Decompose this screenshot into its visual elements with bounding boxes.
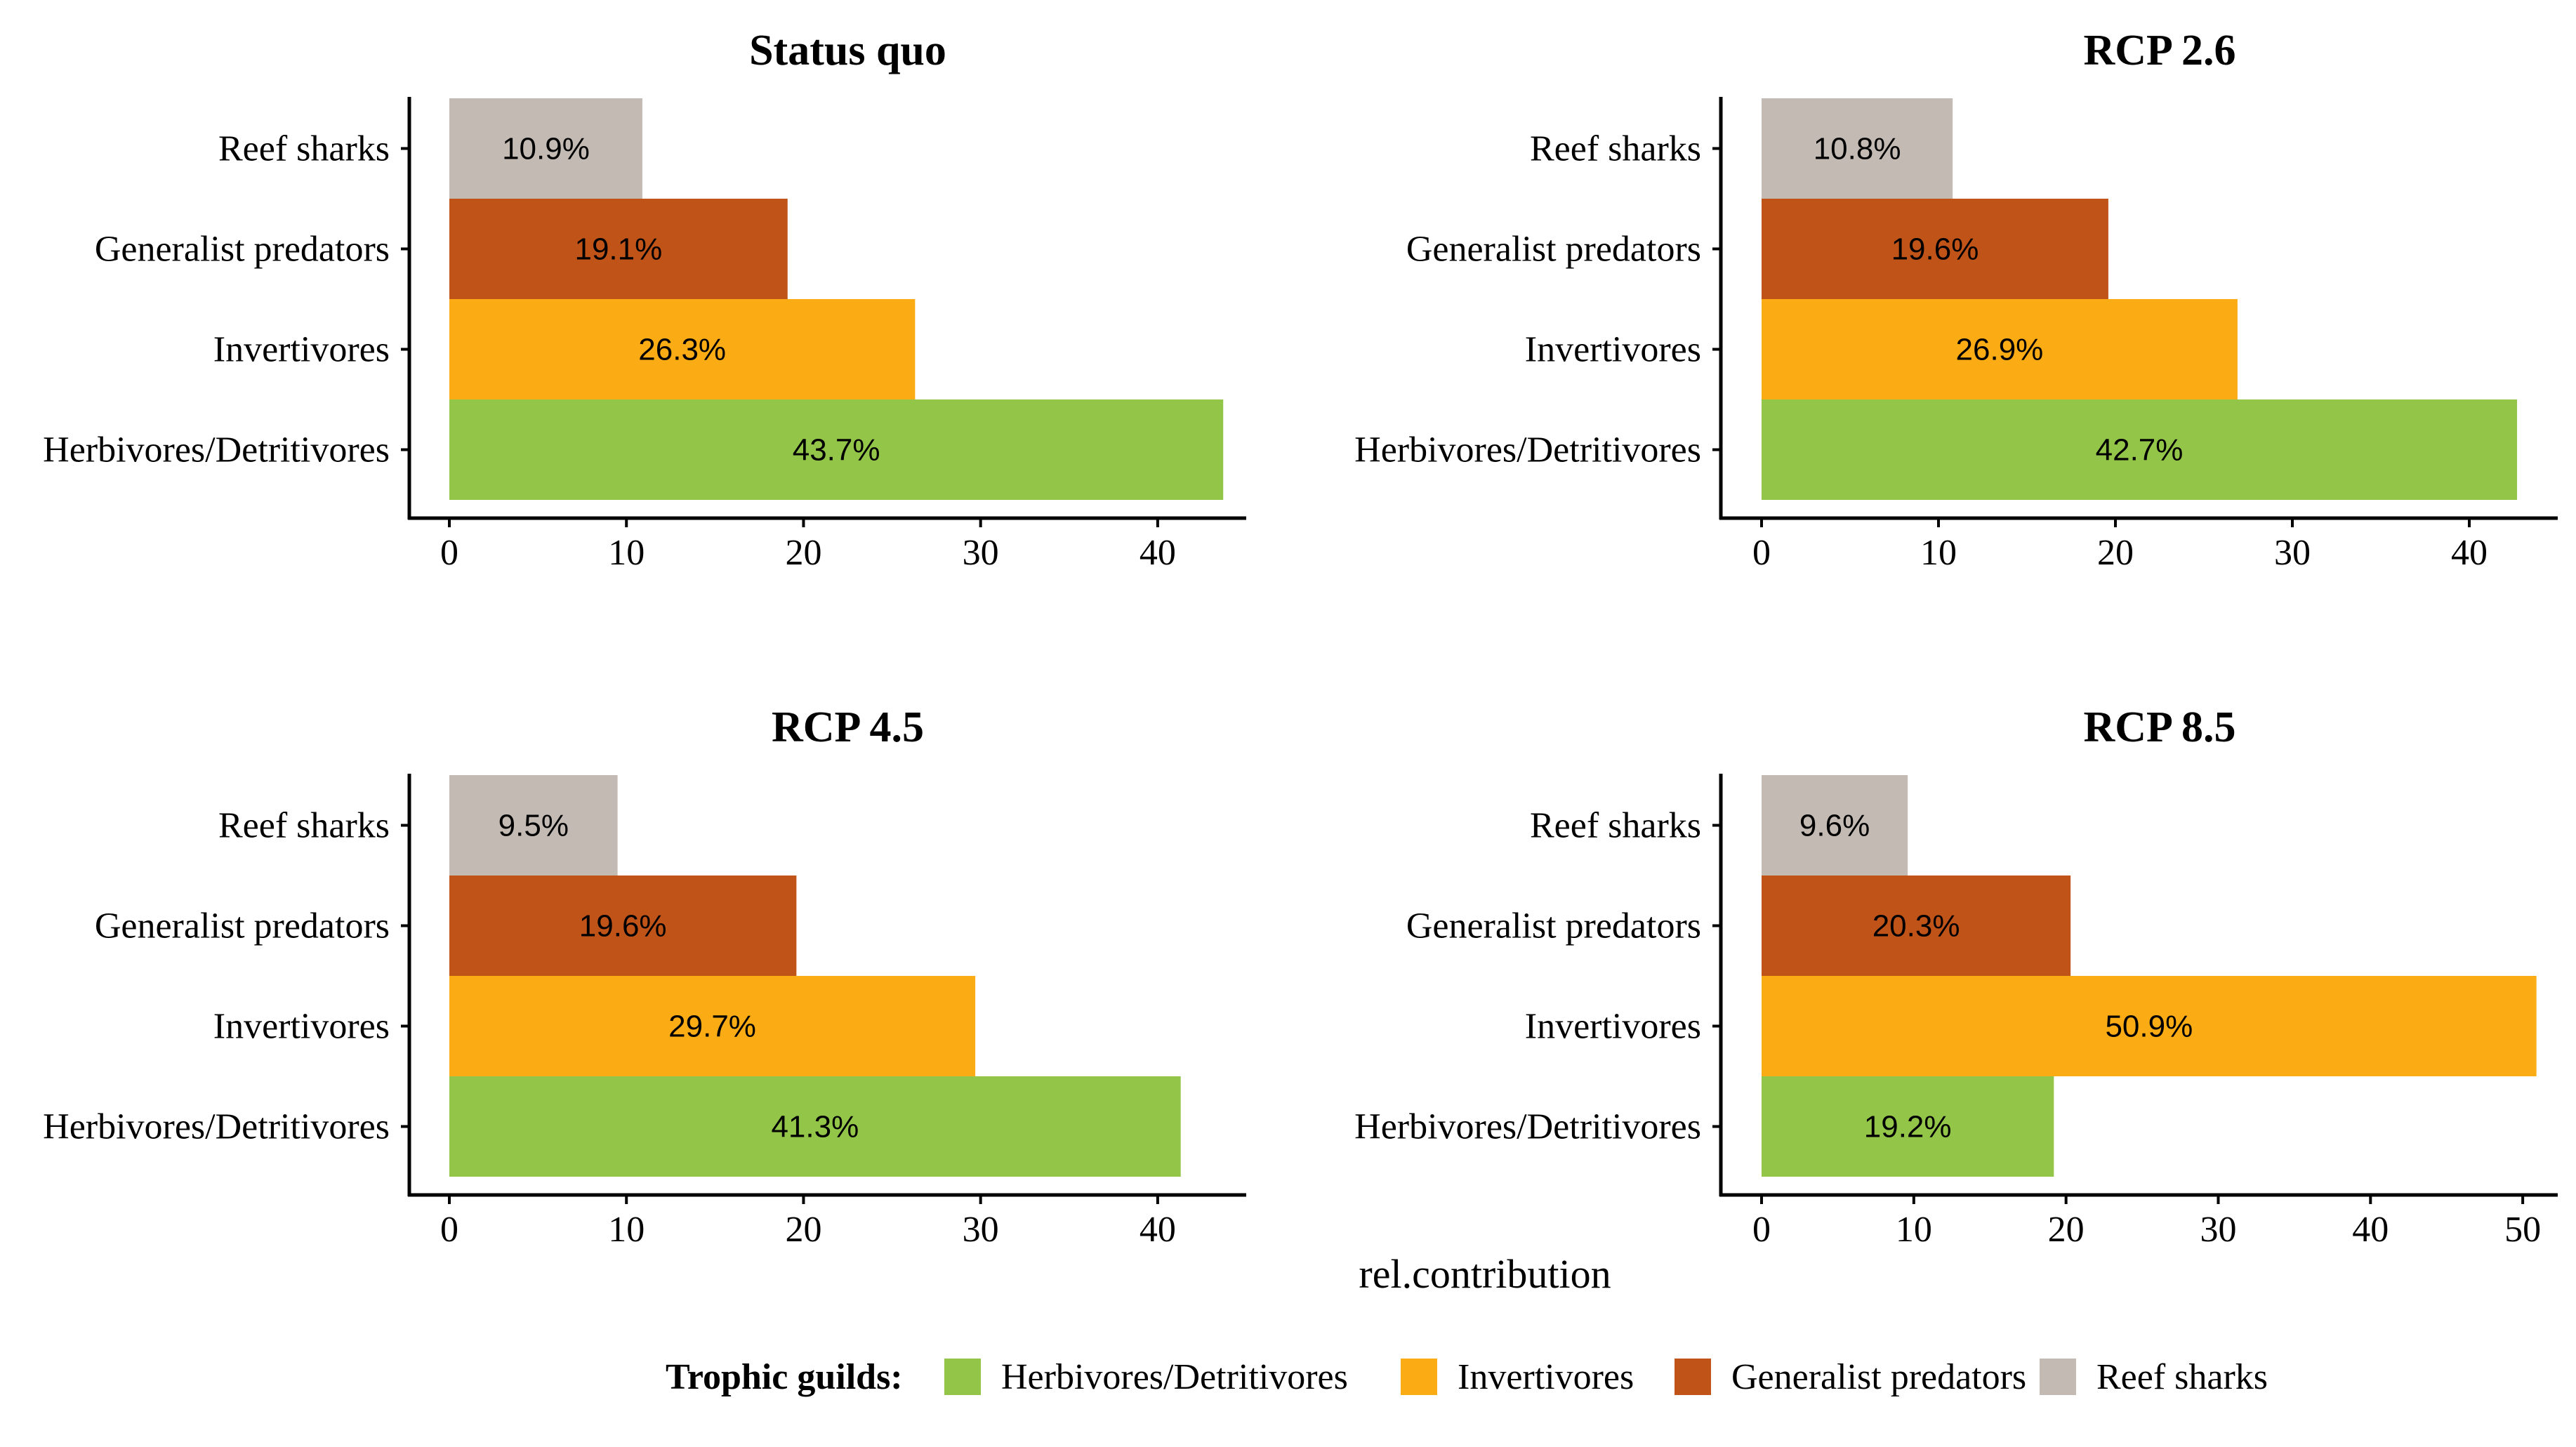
bar-value-label: 19.2% [1864,1110,1952,1144]
bar-value-label: 9.5% [498,809,569,843]
x-tick-label: 0 [1752,1210,1771,1250]
bar-value-label: 19.1% [574,232,662,267]
bar-reef-sharks [449,775,618,876]
legend-key-generalist-predators [1675,1359,1711,1395]
x-tick-label: 0 [440,1210,458,1250]
x-tick-label: 20 [785,1210,821,1250]
panel-title: Status quo [749,27,946,74]
x-axis-title: rel.contribution [1359,1251,1611,1297]
bar-value-label: 9.6% [1799,809,1870,843]
bar-generalist-predators [1762,876,2071,976]
bar-reef-sharks [1762,98,1953,199]
x-tick-label: 10 [1920,533,1957,573]
panel-rcp-2-6: RCP 2.6 10.8% Reef sharks 19.6% Generalist p… [1354,27,2558,573]
bar-herbivores-detritivores [449,399,1224,500]
y-tick-label: Herbivores/Detritivores [1354,1107,1701,1147]
bar-value-label: 10.9% [502,132,590,166]
y-tick-label: Invertivores [1525,330,1701,370]
bar-value-label: 20.3% [1872,909,1960,944]
x-tick-label: 40 [1140,1210,1176,1250]
y-tick-label: Reef sharks [218,129,390,169]
y-tick-label: Reef sharks [1530,806,1701,846]
legend-title: Trophic guilds: [666,1357,903,1397]
bar-invertivores [449,299,916,399]
bar-herbivores-detritivores [449,1076,1181,1177]
panel-title: RCP 4.5 [772,703,924,751]
bar-value-label: 19.6% [579,909,667,944]
bar-generalist-predators [449,876,797,976]
bar-generalist-predators [449,199,788,299]
bar-value-label: 19.6% [1891,232,1979,267]
bar-generalist-predators [1762,199,2108,299]
panel-rcp-4-5: RCP 4.5 9.5% Reef sharks 19.6% Generalist pr… [43,703,1246,1250]
y-tick-label: Generalist predators [1406,906,1701,946]
y-tick-label: Invertivores [1525,1007,1701,1047]
x-tick-label: 10 [1896,1210,1932,1250]
bar-value-label: 42.7% [2096,433,2184,468]
legend-key-reef-sharks [2040,1359,2076,1395]
x-tick-label: 0 [1752,533,1771,573]
bar-value-label: 26.9% [1956,333,2044,367]
bar-value-label: 10.8% [1814,132,1901,166]
bar-value-label: 43.7% [793,433,880,468]
bar-invertivores [449,976,976,1076]
x-tick-label: 20 [2097,533,2134,573]
bar-herbivores-detritivores [1762,399,2518,500]
x-tick-label: 50 [2504,1210,2541,1250]
y-tick-label: Invertivores [213,330,390,370]
y-tick-label: Generalist predators [95,230,390,270]
x-tick-label: 30 [2274,533,2311,573]
y-tick-label: Generalist predators [95,906,390,946]
x-tick-label: 10 [608,1210,645,1250]
legend: Trophic guilds: Herbivores/Detritivores In… [666,1357,2268,1397]
x-tick-label: 30 [963,1210,999,1250]
x-tick-label: 10 [608,533,645,573]
bar-invertivores [1762,299,2238,399]
bar-value-label: 41.3% [771,1110,859,1144]
y-tick-label: Invertivores [213,1007,390,1047]
panel-title: RCP 8.5 [2084,703,2236,751]
legend-key-invertivores [1401,1359,1437,1395]
panel-status-quo: Status quo 10.9% Reef sharks 19.1% Generalis… [43,27,1246,573]
bar-value-label: 29.7% [668,1010,756,1044]
x-tick-label: 30 [963,533,999,573]
y-tick-label: Generalist predators [1406,230,1701,270]
y-tick-label: Reef sharks [1530,129,1701,169]
legend-label: Herbivores/Detritivores [1001,1357,1348,1397]
y-tick-label: Herbivores/Detritivores [43,1107,390,1147]
legend-label: Invertivores [1458,1357,1634,1397]
bar-value-label: 26.3% [638,333,726,367]
x-tick-label: 20 [2048,1210,2085,1250]
legend-label: Reef sharks [2096,1357,2268,1397]
legend-key-herbivores-detritivores [944,1359,981,1395]
bar-value-label: 50.9% [2105,1010,2193,1044]
x-tick-label: 40 [2352,1210,2389,1250]
y-tick-label: Herbivores/Detritivores [43,430,390,470]
x-tick-label: 0 [440,533,458,573]
legend-label: Generalist predators [1731,1357,2026,1397]
panel-title: RCP 2.6 [2084,27,2236,74]
y-tick-label: Reef sharks [218,806,390,846]
bar-herbivores-detritivores [1762,1076,2054,1177]
x-tick-label: 20 [785,533,821,573]
panel-rcp-8-5: RCP 8.5 9.6% Reef sharks 20.3% Generalist pr… [1354,703,2558,1250]
bar-invertivores [1762,976,2537,1076]
x-tick-label: 40 [2451,533,2488,573]
x-tick-label: 40 [1140,533,1176,573]
y-tick-label: Herbivores/Detritivores [1354,430,1701,470]
bar-reef-sharks [449,98,642,199]
bar-reef-sharks [1762,775,1908,876]
x-tick-label: 30 [2200,1210,2236,1250]
